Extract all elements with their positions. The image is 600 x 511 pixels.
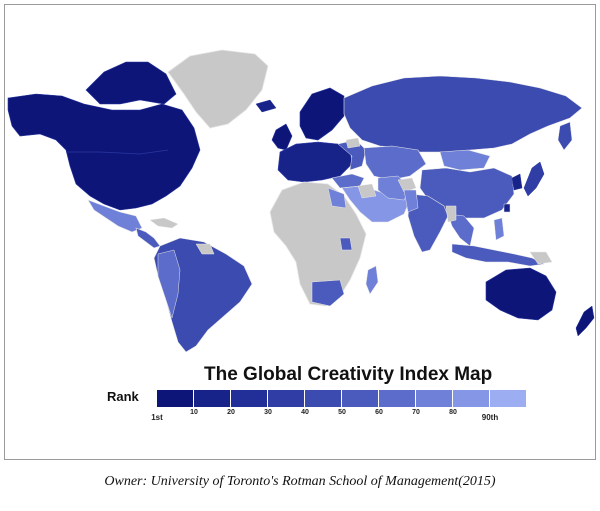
- afghanistan-no-data: [397, 177, 417, 193]
- legend-label: Rank: [107, 389, 139, 404]
- legend-swatch-2: [194, 390, 231, 407]
- legend-swatch-10: [490, 390, 527, 407]
- myanmar-no-data: [445, 205, 457, 223]
- legend-swatch-8: [416, 390, 453, 407]
- taiwan: [503, 203, 511, 213]
- legend-tick-label: 20: [227, 409, 235, 416]
- us-canada-border: [66, 149, 169, 155]
- legend-swatch-3: [231, 390, 268, 407]
- pakistan: [403, 189, 419, 213]
- iraq-syria-no-data: [357, 183, 377, 199]
- belarus-no-data: [345, 137, 361, 149]
- legend-swatch-6: [342, 390, 379, 407]
- legend-swatch-4: [268, 390, 305, 407]
- korea: [511, 173, 523, 191]
- new-zealand: [575, 305, 595, 337]
- legend-swatch-1: [157, 390, 194, 407]
- legend-swatch-9: [453, 390, 490, 407]
- legend-tick-label: 40: [301, 409, 309, 416]
- papua-no-data: [529, 251, 553, 265]
- south-africa: [311, 279, 345, 307]
- mongolia: [439, 149, 491, 171]
- central-asia: [363, 145, 427, 181]
- india: [407, 193, 449, 253]
- indonesia: [451, 243, 545, 267]
- legend-tick-label: 70: [412, 409, 420, 416]
- japan: [523, 161, 545, 197]
- legend-tick-label: 1st: [151, 413, 163, 422]
- map-title: The Global Creativity Index Map: [204, 364, 493, 385]
- legend-tick-label: 30: [264, 409, 272, 416]
- turkey: [331, 173, 365, 189]
- scandinavia: [299, 87, 345, 141]
- europe: [277, 141, 353, 183]
- source-caption: Owner: University of Toronto's Rotman Sc…: [104, 474, 496, 489]
- canada-arctic-islands: [85, 61, 177, 105]
- uk-ireland: [271, 123, 293, 151]
- andes-countries: [157, 249, 181, 319]
- iceland: [255, 99, 277, 113]
- central-america: [135, 227, 161, 249]
- legend-color-bar: [157, 390, 527, 407]
- legend-swatch-7: [379, 390, 416, 407]
- caribbean: [149, 217, 179, 229]
- legend-tick-label: 80: [449, 409, 457, 416]
- legend-tick-label: 90th: [481, 413, 499, 422]
- north-africa-colored: [327, 187, 347, 209]
- legend-tick-label: 60: [375, 409, 383, 416]
- legend-tick-labels: 1st 10 20 30 40 50 60 70 80 90th: [0, 409, 600, 425]
- guyanas: [195, 243, 215, 255]
- kenya: [339, 237, 353, 251]
- philippines: [493, 217, 505, 241]
- legend-tick-label: 50: [338, 409, 346, 416]
- greenland: [167, 49, 269, 129]
- australia: [485, 267, 557, 321]
- russia: [343, 75, 583, 153]
- kamchatka: [557, 121, 573, 151]
- madagascar: [365, 265, 379, 295]
- legend-swatch-5: [305, 390, 342, 407]
- legend-tick-label: 10: [190, 409, 198, 416]
